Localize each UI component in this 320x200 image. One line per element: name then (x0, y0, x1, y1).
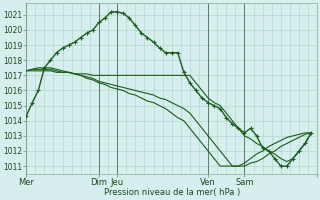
X-axis label: Pression niveau de la mer( hPa ): Pression niveau de la mer( hPa ) (104, 188, 240, 197)
